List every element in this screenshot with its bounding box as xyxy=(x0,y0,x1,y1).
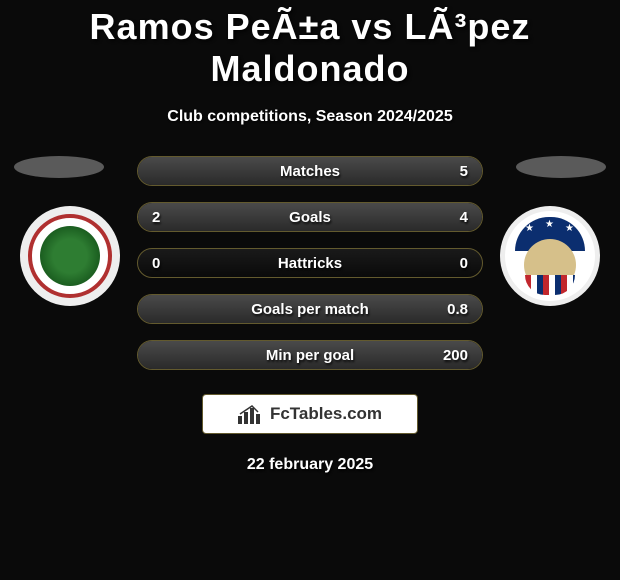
stat-label: Hattricks xyxy=(278,255,342,272)
stat-value-left: 2 xyxy=(152,209,182,226)
brand-text: FcTables.com xyxy=(270,404,382,424)
stat-label: Goals xyxy=(289,209,331,226)
stat-row: Min per goal 200 xyxy=(137,340,483,370)
stat-value-right: 5 xyxy=(438,163,468,180)
stat-value-right: 0.8 xyxy=(438,301,468,318)
shadow-ellipse-right xyxy=(516,156,606,178)
stat-value-right: 200 xyxy=(438,347,468,364)
shadow-ellipse-left xyxy=(14,156,104,178)
team-badge-right: ★ ★ ★ xyxy=(500,206,600,306)
comparison-date: 22 february 2025 xyxy=(0,456,620,474)
comparison-title: Ramos PeÃ±a vs LÃ³pez Maldonado xyxy=(0,0,620,90)
stat-row: Goals per match 0.8 xyxy=(137,294,483,324)
olimpia-crest-icon: ★ ★ ★ xyxy=(505,211,595,301)
stat-row: Matches 5 xyxy=(137,156,483,186)
stat-row: 2 Goals 4 xyxy=(137,202,483,232)
marathon-crest-icon xyxy=(28,214,112,298)
stats-area: ★ ★ ★ Matches 5 2 Goals 4 0 Hattricks 0 Goals pe… xyxy=(0,156,620,370)
team-badge-left xyxy=(20,206,120,306)
stat-value-right: 4 xyxy=(438,209,468,226)
bar-chart-icon xyxy=(238,404,264,424)
stat-value-left: 0 xyxy=(152,255,182,272)
comparison-subtitle: Club competitions, Season 2024/2025 xyxy=(0,108,620,126)
stat-label: Goals per match xyxy=(251,301,369,318)
stat-rows: Matches 5 2 Goals 4 0 Hattricks 0 Goals per matc… xyxy=(137,156,483,370)
stat-label: Min per goal xyxy=(266,347,354,364)
stat-label: Matches xyxy=(280,163,340,180)
fctables-logo[interactable]: FcTables.com xyxy=(202,394,418,434)
stat-value-right: 0 xyxy=(438,255,468,272)
stat-row: 0 Hattricks 0 xyxy=(137,248,483,278)
